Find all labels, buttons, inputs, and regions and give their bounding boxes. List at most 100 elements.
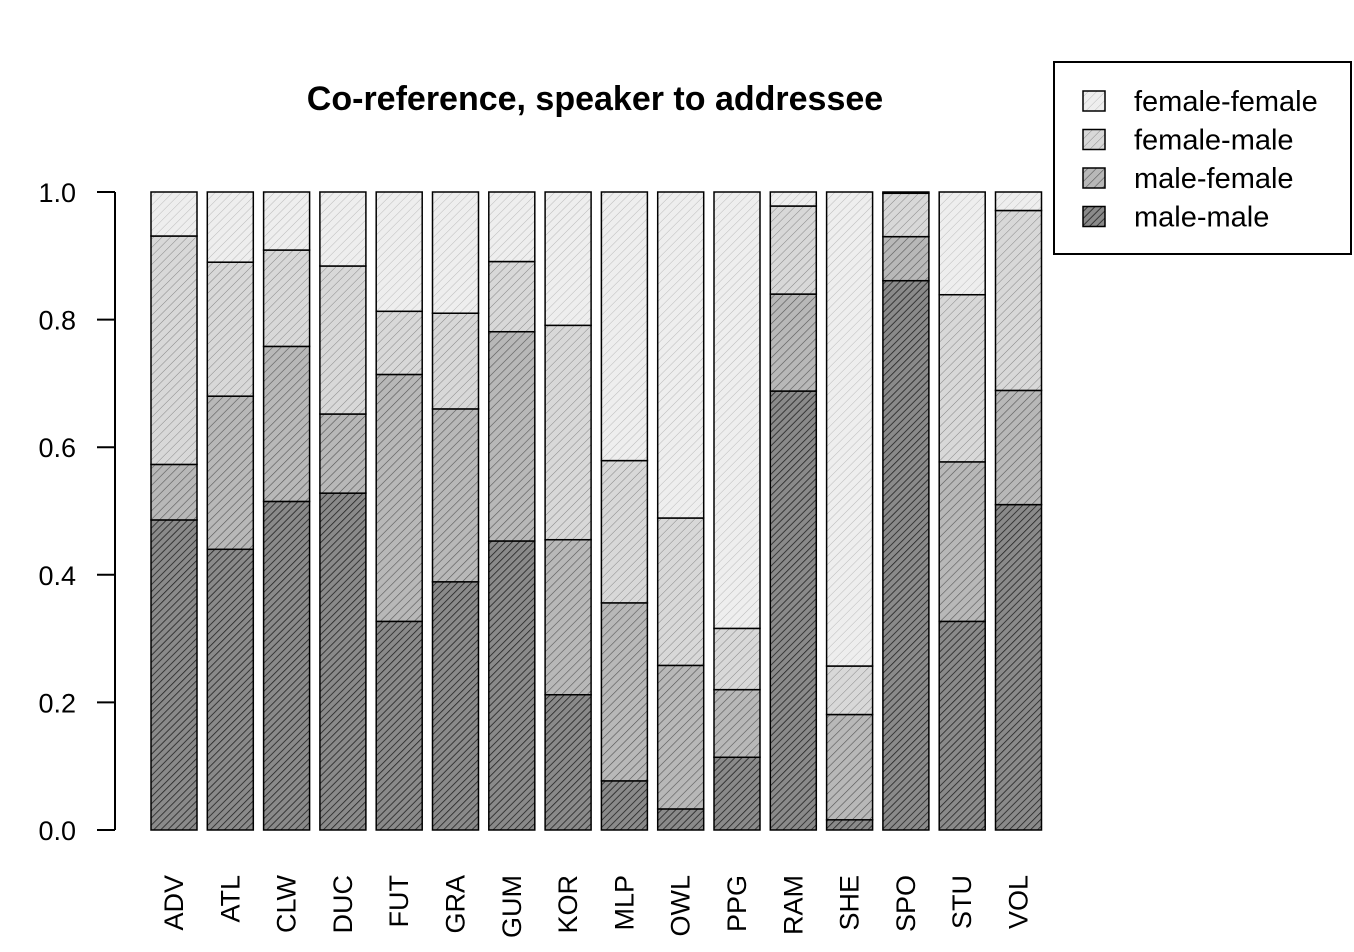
bar-segment-male-female	[431, 408, 480, 583]
bar-segment-male-female	[262, 345, 311, 503]
bar-stack-mlp	[600, 191, 649, 831]
bar-segment-male-male	[262, 500, 311, 831]
bar-segment-male-female	[656, 664, 705, 810]
y-tick-label: 0.4	[38, 561, 76, 591]
bar-stack-spo	[882, 191, 930, 831]
bar-stack-adv	[150, 191, 198, 831]
bar-segment-female-male	[488, 260, 536, 333]
bar-segment-male-male	[600, 780, 649, 831]
bar-segment-male-male	[150, 519, 198, 831]
bar-segment-male-male	[713, 756, 761, 831]
bar-stack-ppg	[713, 191, 761, 831]
x-tick-label: SHE	[835, 875, 865, 931]
y-tick-label: 1.0	[38, 178, 76, 208]
bar-segment-female-male	[262, 249, 311, 348]
bar-stack-kor	[544, 191, 592, 831]
bar-segment-female-male	[150, 235, 198, 466]
bar-segment-female-male	[882, 192, 930, 238]
bar-segment-male-female	[488, 330, 536, 542]
bar-segment-male-male	[544, 693, 592, 831]
bar-segment-female-female	[150, 191, 198, 237]
bar-segment-female-male	[713, 627, 761, 691]
x-tick-label: RAM	[778, 875, 808, 935]
bars-group	[150, 191, 1043, 831]
bar-segment-male-female	[882, 235, 930, 282]
y-tick-label: 0.6	[38, 433, 76, 463]
bar-segment-female-male	[600, 459, 649, 604]
bar-stack-ram	[769, 191, 818, 831]
x-tick-label: MLP	[609, 875, 639, 931]
bar-segment-female-female	[600, 191, 649, 462]
bar-segment-male-male	[769, 390, 818, 831]
legend-swatch-female-female	[1082, 90, 1106, 112]
bar-segment-female-male	[769, 205, 818, 295]
x-tick-label: CLW	[272, 874, 302, 933]
bar-segment-male-male	[656, 808, 705, 831]
x-tick-label: DUC	[328, 875, 358, 934]
x-tick-label: GRA	[441, 875, 471, 934]
bar-segment-male-female	[375, 373, 423, 623]
bar-segment-male-female	[544, 538, 592, 696]
bar-segment-female-female	[656, 191, 705, 519]
bar-segment-female-male	[994, 209, 1043, 392]
bar-segment-female-female	[713, 191, 761, 630]
bar-segment-male-male	[994, 503, 1043, 831]
bar-stack-fut	[375, 191, 423, 831]
bar-segment-male-female	[994, 389, 1043, 506]
legend-swatch-male-male	[1082, 205, 1106, 228]
x-tick-label: STU	[947, 875, 977, 929]
bar-segment-male-female	[825, 713, 874, 821]
bar-segment-male-male	[825, 819, 874, 831]
legend-label-female-female: female-female	[1134, 86, 1318, 118]
y-tick-label: 0.2	[38, 688, 76, 718]
bar-segment-female-female	[262, 191, 311, 251]
bar-stack-stu	[938, 191, 986, 831]
bar-segment-female-female	[938, 191, 986, 296]
bar-stack-clw	[262, 191, 311, 831]
bar-segment-female-male	[825, 665, 874, 716]
x-tick-label: SPO	[891, 875, 921, 932]
bar-segment-female-male	[206, 261, 255, 397]
bar-segment-male-male	[882, 279, 930, 831]
bar-segment-female-female	[994, 191, 1043, 212]
legend: female-female female-male male-female male-…	[1053, 61, 1352, 255]
bar-stack-she	[825, 191, 874, 831]
x-tick-label: PPG	[722, 875, 752, 932]
bar-segment-female-male	[319, 265, 367, 415]
x-tick-label: VOL	[1004, 875, 1034, 929]
bar-stack-owl	[656, 191, 705, 831]
legend-label-male-female: male-female	[1134, 163, 1294, 195]
bar-segment-male-male	[431, 581, 480, 831]
bar-segment-female-male	[431, 312, 480, 410]
bar-stack-atl	[206, 191, 255, 831]
bar-segment-male-male	[206, 548, 255, 831]
bar-segment-female-female	[319, 191, 367, 267]
legend-swatch-female-male	[1082, 128, 1106, 151]
bar-stack-gra	[431, 191, 480, 831]
bar-segment-female-female	[769, 191, 818, 207]
y-tick-label: 0.8	[38, 306, 76, 336]
legend-label-female-male: female-male	[1134, 125, 1294, 157]
bar-segment-male-male	[319, 492, 367, 831]
bar-stack-vol	[994, 191, 1043, 831]
bar-segment-male-female	[206, 395, 255, 551]
y-tick-label: 0.0	[38, 816, 76, 846]
x-tick-label: GUM	[497, 875, 527, 938]
bar-segment-male-male	[375, 620, 423, 831]
bar-segment-female-male	[375, 310, 423, 376]
bar-stack-duc	[319, 191, 367, 831]
bar-segment-female-male	[544, 324, 592, 541]
bar-segment-female-female	[431, 191, 480, 314]
bar-segment-male-female	[319, 413, 367, 494]
bar-segment-female-female	[375, 191, 423, 313]
x-axis: ADV ATL CLW DUC FUT GRA GUM KOR MLP OWL PPG RAM SHE S…	[159, 874, 1034, 938]
bar-segment-male-male	[938, 620, 986, 831]
x-tick-label: FUT	[384, 875, 414, 927]
bar-segment-female-female	[544, 191, 592, 327]
bar-segment-male-female	[713, 688, 761, 759]
legend-label-male-male: male-male	[1134, 202, 1269, 234]
x-tick-label: ATL	[215, 875, 245, 923]
bar-segment-male-male	[488, 540, 536, 831]
bar-stack-gum	[488, 191, 536, 831]
